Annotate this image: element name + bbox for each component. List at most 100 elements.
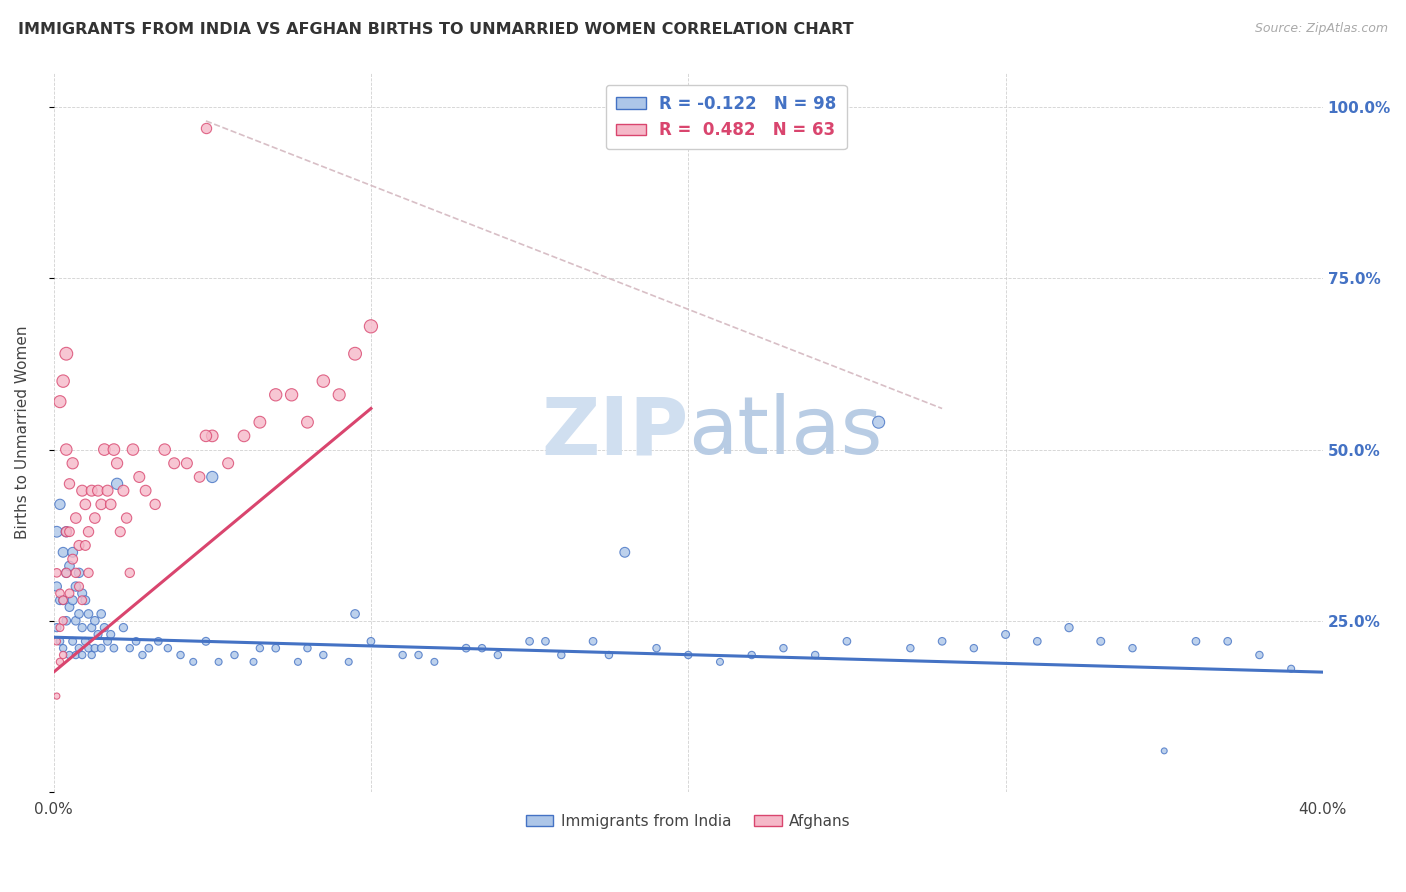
Point <box>70 483 93 498</box>
Point <box>55 614 77 628</box>
Point <box>62 545 84 559</box>
Point <box>112 483 135 498</box>
Point <box>67 580 90 594</box>
Point <box>312 374 335 388</box>
Point <box>90 641 112 656</box>
Point <box>772 641 794 656</box>
Point <box>96 634 118 648</box>
Point <box>249 415 271 429</box>
Point <box>67 607 90 621</box>
Point <box>115 511 138 525</box>
Point <box>835 634 858 648</box>
Point <box>156 641 179 656</box>
Point <box>194 634 217 648</box>
Point <box>65 566 87 580</box>
Point <box>582 634 605 648</box>
Point <box>360 634 382 648</box>
Point <box>45 689 67 703</box>
Point <box>138 641 160 656</box>
Point <box>65 511 87 525</box>
Point <box>83 641 105 656</box>
Point <box>391 648 413 662</box>
Point <box>70 586 93 600</box>
Point <box>181 655 204 669</box>
Point <box>201 429 224 443</box>
Point <box>128 470 150 484</box>
Point <box>1026 634 1049 648</box>
Point <box>49 586 72 600</box>
Point <box>297 641 319 656</box>
Point <box>1216 634 1239 648</box>
Point <box>118 566 141 580</box>
Point <box>360 319 382 334</box>
Point <box>280 388 302 402</box>
Point <box>55 524 77 539</box>
Point <box>1249 648 1271 662</box>
Point <box>55 524 77 539</box>
Point <box>96 483 118 498</box>
Point <box>456 641 478 656</box>
Point <box>148 634 170 648</box>
Point <box>112 621 135 635</box>
Text: IMMIGRANTS FROM INDIA VS AFGHAN BIRTHS TO UNMARRIED WOMEN CORRELATION CHART: IMMIGRANTS FROM INDIA VS AFGHAN BIRTHS T… <box>18 22 853 37</box>
Point <box>534 634 557 648</box>
Point <box>242 655 264 669</box>
Point <box>201 470 224 484</box>
Point <box>45 621 67 635</box>
Legend: Immigrants from India, Afghans: Immigrants from India, Afghans <box>519 807 858 835</box>
Point <box>1153 744 1175 758</box>
Point <box>77 641 100 656</box>
Point <box>103 442 125 457</box>
Point <box>249 641 271 656</box>
Point <box>337 655 360 669</box>
Point <box>264 641 287 656</box>
Point <box>75 497 97 511</box>
Point <box>118 641 141 656</box>
Point <box>55 347 77 361</box>
Point <box>613 545 636 559</box>
Point <box>45 634 67 648</box>
Point <box>645 641 668 656</box>
Point <box>163 456 186 470</box>
Point <box>80 483 103 498</box>
Point <box>1090 634 1112 648</box>
Point <box>471 641 494 656</box>
Point <box>55 566 77 580</box>
Point <box>804 648 827 662</box>
Point <box>90 607 112 621</box>
Point <box>45 566 67 580</box>
Point <box>70 621 93 635</box>
Point <box>49 655 72 669</box>
Point <box>52 545 75 559</box>
Y-axis label: Births to Unmarried Women: Births to Unmarried Women <box>15 326 30 540</box>
Point <box>83 511 105 525</box>
Point <box>963 641 986 656</box>
Text: ZIP: ZIP <box>541 393 689 472</box>
Point <box>105 456 128 470</box>
Point <box>52 374 75 388</box>
Point <box>52 593 75 607</box>
Point <box>598 648 620 662</box>
Point <box>65 580 87 594</box>
Point <box>678 648 700 662</box>
Point <box>709 655 731 669</box>
Point <box>62 593 84 607</box>
Point <box>233 429 256 443</box>
Point <box>1057 621 1080 635</box>
Point <box>994 627 1017 641</box>
Point <box>75 634 97 648</box>
Point <box>90 497 112 511</box>
Point <box>1121 641 1143 656</box>
Point <box>49 497 72 511</box>
Point <box>169 648 191 662</box>
Point <box>58 559 80 574</box>
Point <box>70 648 93 662</box>
Point <box>67 538 90 552</box>
Point <box>83 614 105 628</box>
Point <box>49 394 72 409</box>
Point <box>143 497 166 511</box>
Point <box>153 442 176 457</box>
Point <box>103 641 125 656</box>
Point <box>105 476 128 491</box>
Point <box>58 600 80 615</box>
